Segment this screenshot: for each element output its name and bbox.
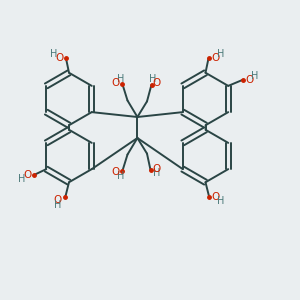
Text: H: H — [153, 168, 160, 178]
Text: O: O — [211, 53, 219, 63]
Text: H: H — [117, 171, 124, 182]
Text: O: O — [112, 167, 120, 177]
Text: H: H — [54, 200, 61, 210]
Text: O: O — [54, 195, 62, 205]
Text: O: O — [245, 75, 254, 85]
Text: H: H — [218, 196, 225, 206]
Text: H: H — [50, 50, 58, 59]
Text: H: H — [117, 74, 124, 84]
Text: O: O — [152, 164, 161, 174]
Text: H: H — [149, 74, 157, 84]
Text: O: O — [23, 170, 31, 180]
Text: O: O — [112, 78, 120, 88]
Text: O: O — [212, 192, 220, 202]
Text: O: O — [55, 53, 64, 63]
Text: H: H — [18, 174, 26, 184]
Text: H: H — [251, 71, 258, 81]
Text: O: O — [153, 78, 161, 88]
Text: H: H — [217, 50, 224, 59]
